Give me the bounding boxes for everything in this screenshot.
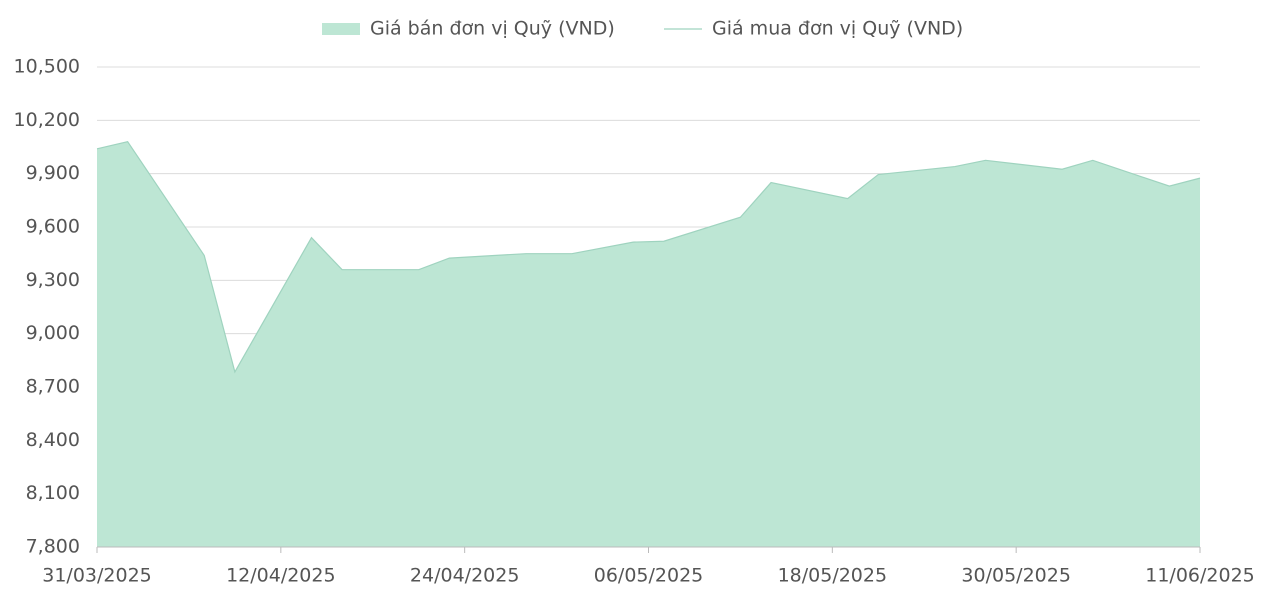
y-tick-label: 9,900 bbox=[26, 162, 80, 184]
y-tick-label: 7,800 bbox=[26, 536, 80, 558]
legend-label: Giá bán đơn vị Quỹ (VND) bbox=[370, 18, 615, 40]
y-tick-label: 8,400 bbox=[26, 429, 80, 451]
y-tick-label: 8,100 bbox=[26, 482, 80, 504]
x-tick-label: 06/05/2025 bbox=[594, 565, 704, 587]
y-tick-label: 8,700 bbox=[26, 376, 80, 398]
area bbox=[97, 141, 1200, 547]
x-tick-label: 12/04/2025 bbox=[226, 565, 336, 587]
legend-label: Giá mua đơn vị Quỹ (VND) bbox=[712, 18, 963, 40]
y-tick-label: 10,500 bbox=[14, 56, 80, 78]
y-tick-label: 9,300 bbox=[26, 269, 80, 291]
x-tick-label: 18/05/2025 bbox=[778, 565, 888, 587]
x-tick-label: 30/05/2025 bbox=[961, 565, 1071, 587]
x-tick-label: 11/06/2025 bbox=[1145, 565, 1255, 587]
y-tick-label: 9,600 bbox=[26, 216, 80, 238]
legend-swatch bbox=[322, 23, 360, 35]
x-tick-label: 31/03/2025 bbox=[42, 565, 152, 587]
y-tick-label: 10,200 bbox=[14, 109, 80, 131]
y-tick-label: 9,000 bbox=[26, 322, 80, 344]
x-tick-label: 24/04/2025 bbox=[410, 565, 520, 587]
line bbox=[96, 140, 1201, 374]
